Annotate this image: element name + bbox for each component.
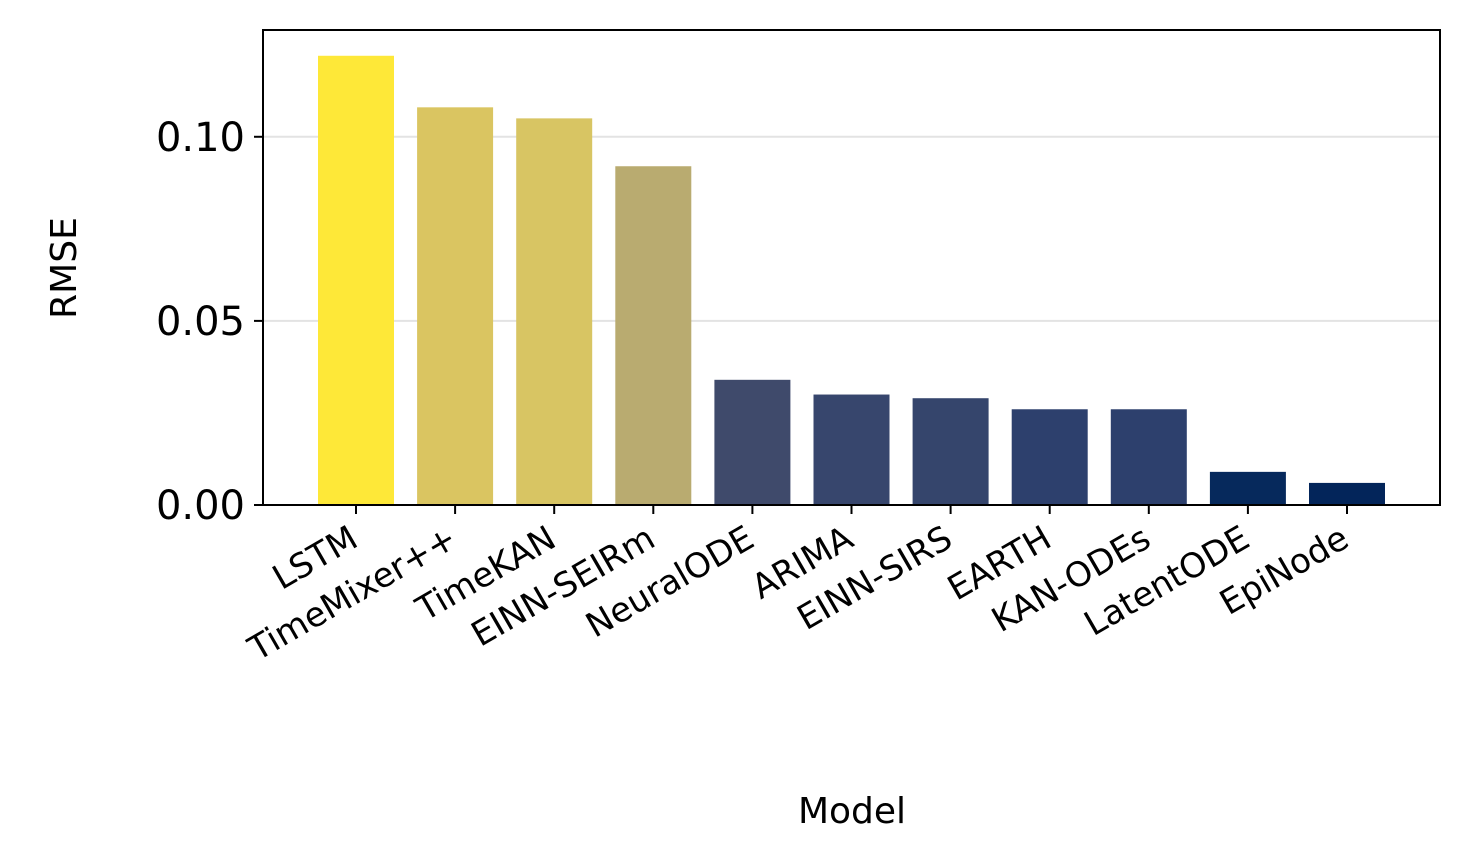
bar xyxy=(912,398,989,505)
y-tick-label: 0.05 xyxy=(156,299,245,345)
bar xyxy=(813,394,890,505)
bar xyxy=(615,166,692,506)
bar xyxy=(417,107,494,505)
bar xyxy=(516,118,593,505)
y-axis-label: RMSE xyxy=(44,217,85,319)
bar xyxy=(1309,482,1385,505)
bar xyxy=(1209,471,1286,505)
bar xyxy=(318,55,394,505)
bar xyxy=(1011,409,1088,505)
bar xyxy=(1110,409,1187,505)
plot-frame xyxy=(262,29,1441,506)
bar xyxy=(714,379,791,505)
x-axis-label: Model xyxy=(798,791,906,832)
y-tick-label: 0.10 xyxy=(156,115,245,161)
y-tick-label: 0.00 xyxy=(156,483,245,529)
